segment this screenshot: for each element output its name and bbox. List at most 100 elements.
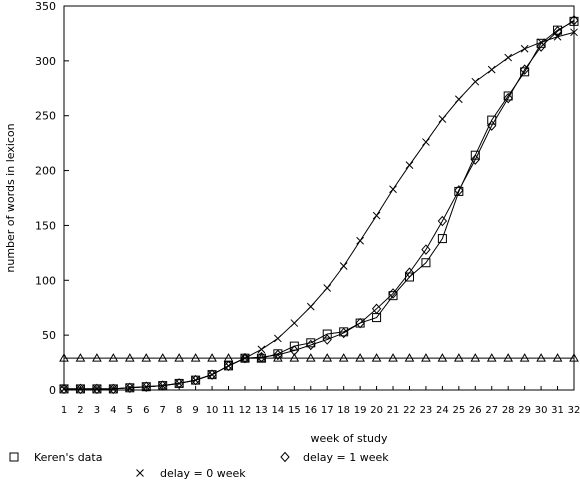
x-tick-label: 32 bbox=[568, 405, 580, 416]
x-tick-label: 7 bbox=[160, 405, 166, 416]
data-point-x bbox=[504, 53, 513, 62]
data-point-diamond bbox=[190, 374, 201, 386]
x-tick-label: 6 bbox=[143, 405, 149, 416]
data-point-x bbox=[93, 385, 101, 393]
x-tick-label: 30 bbox=[535, 405, 548, 416]
data-point-x bbox=[356, 236, 364, 245]
legend-marker-diamond bbox=[280, 451, 290, 463]
data-point-diamond bbox=[371, 303, 382, 315]
data-point-triangle bbox=[305, 353, 316, 362]
data-point-triangle bbox=[273, 353, 283, 362]
legend: Keren's data delay = 1 week delay = 0 week bbox=[9, 451, 389, 480]
data-point-triangle bbox=[421, 353, 431, 362]
x-tick-label: 31 bbox=[551, 405, 564, 416]
data-point-x bbox=[438, 115, 447, 123]
legend-marker-square bbox=[9, 452, 19, 462]
x-tick-label: 4 bbox=[110, 405, 116, 416]
data-point-diamond bbox=[487, 120, 497, 131]
y-tick-label: 100 bbox=[35, 274, 56, 287]
data-point-x bbox=[60, 385, 68, 393]
data-point-triangle bbox=[355, 353, 365, 362]
data-point-triangle bbox=[404, 353, 415, 362]
x-tick-label: 25 bbox=[452, 405, 465, 416]
data-point-x bbox=[158, 381, 167, 390]
data-point-triangle bbox=[519, 353, 530, 362]
data-point-x bbox=[487, 65, 496, 74]
data-point-x bbox=[142, 382, 151, 391]
plot-frame bbox=[63, 5, 575, 391]
series-2 bbox=[60, 28, 578, 393]
data-point-triangle bbox=[486, 353, 497, 362]
x-tick-label: 2 bbox=[77, 405, 83, 416]
data-point-triangle bbox=[207, 353, 217, 362]
legend-label: delay = 0 week bbox=[160, 467, 246, 480]
data-point-x bbox=[520, 44, 529, 53]
data-point-x bbox=[405, 161, 414, 169]
data-point-square bbox=[421, 258, 431, 268]
x-tick-label: 29 bbox=[518, 405, 531, 416]
data-point-triangle bbox=[453, 353, 464, 362]
data-point-triangle bbox=[256, 353, 267, 362]
data-point-square bbox=[306, 338, 316, 348]
data-point-diamond bbox=[355, 317, 365, 329]
series-3 bbox=[59, 353, 579, 362]
data-point-square bbox=[322, 329, 332, 339]
x-tick-label: 5 bbox=[127, 405, 133, 416]
x-tick-label: 17 bbox=[321, 405, 334, 416]
data-point-triangle bbox=[75, 353, 86, 362]
data-point-triangle bbox=[92, 353, 102, 362]
data-point-x bbox=[537, 38, 545, 47]
data-point-triangle bbox=[59, 353, 69, 362]
y-tick-label: 0 bbox=[49, 384, 56, 397]
data-point-triangle bbox=[190, 353, 201, 362]
data-point-diamond bbox=[404, 267, 415, 278]
data-point-x bbox=[125, 383, 134, 392]
data-point-triangle bbox=[289, 353, 300, 362]
data-point-diamond bbox=[569, 15, 579, 26]
legend-item: delay = 1 week bbox=[280, 451, 389, 464]
data-point-x bbox=[175, 379, 184, 388]
x-tick-label: 19 bbox=[354, 405, 367, 416]
data-point-diamond bbox=[503, 92, 513, 104]
data-point-diamond bbox=[322, 334, 332, 345]
data-point-triangle bbox=[124, 353, 135, 362]
data-point-x bbox=[257, 345, 266, 354]
y-tick-label: 200 bbox=[35, 165, 56, 178]
series-1 bbox=[59, 15, 579, 395]
data-point-triangle bbox=[141, 353, 152, 362]
data-point-diamond bbox=[388, 288, 398, 299]
data-point-diamond bbox=[273, 349, 283, 361]
data-point-x bbox=[570, 28, 578, 37]
data-point-triangle bbox=[174, 353, 185, 362]
data-point-triangle bbox=[536, 353, 546, 362]
data-point-x bbox=[109, 385, 118, 393]
data-point-square bbox=[503, 91, 513, 101]
data-point-diamond bbox=[174, 378, 184, 389]
x-tick-label: 3 bbox=[94, 405, 100, 416]
data-point-x bbox=[553, 32, 562, 41]
data-point-triangle bbox=[322, 353, 333, 362]
legend-item: delay = 0 week bbox=[136, 467, 246, 480]
y-tick-label: 50 bbox=[42, 329, 56, 342]
series-line bbox=[64, 19, 575, 390]
x-tick-label: 12 bbox=[239, 405, 252, 416]
x-tick-label: 26 bbox=[469, 405, 482, 416]
data-point-diamond bbox=[552, 25, 563, 37]
data-point-diamond bbox=[92, 383, 102, 395]
y-tick-label: 300 bbox=[35, 55, 56, 68]
x-tick-label: 16 bbox=[304, 405, 317, 416]
data-point-diamond bbox=[75, 383, 86, 395]
data-point-triangle bbox=[569, 353, 579, 362]
data-point-square bbox=[520, 67, 530, 77]
y-tick-label: 250 bbox=[35, 110, 56, 123]
x-tick-label: 8 bbox=[176, 405, 182, 416]
data-point-diamond bbox=[108, 383, 119, 395]
data-point-triangle bbox=[437, 353, 448, 362]
data-point-diamond bbox=[454, 185, 464, 196]
data-point-triangle bbox=[388, 353, 398, 362]
y-tick-label: 350 bbox=[35, 0, 56, 13]
series-layer bbox=[59, 15, 579, 395]
data-point-triangle bbox=[503, 353, 514, 362]
